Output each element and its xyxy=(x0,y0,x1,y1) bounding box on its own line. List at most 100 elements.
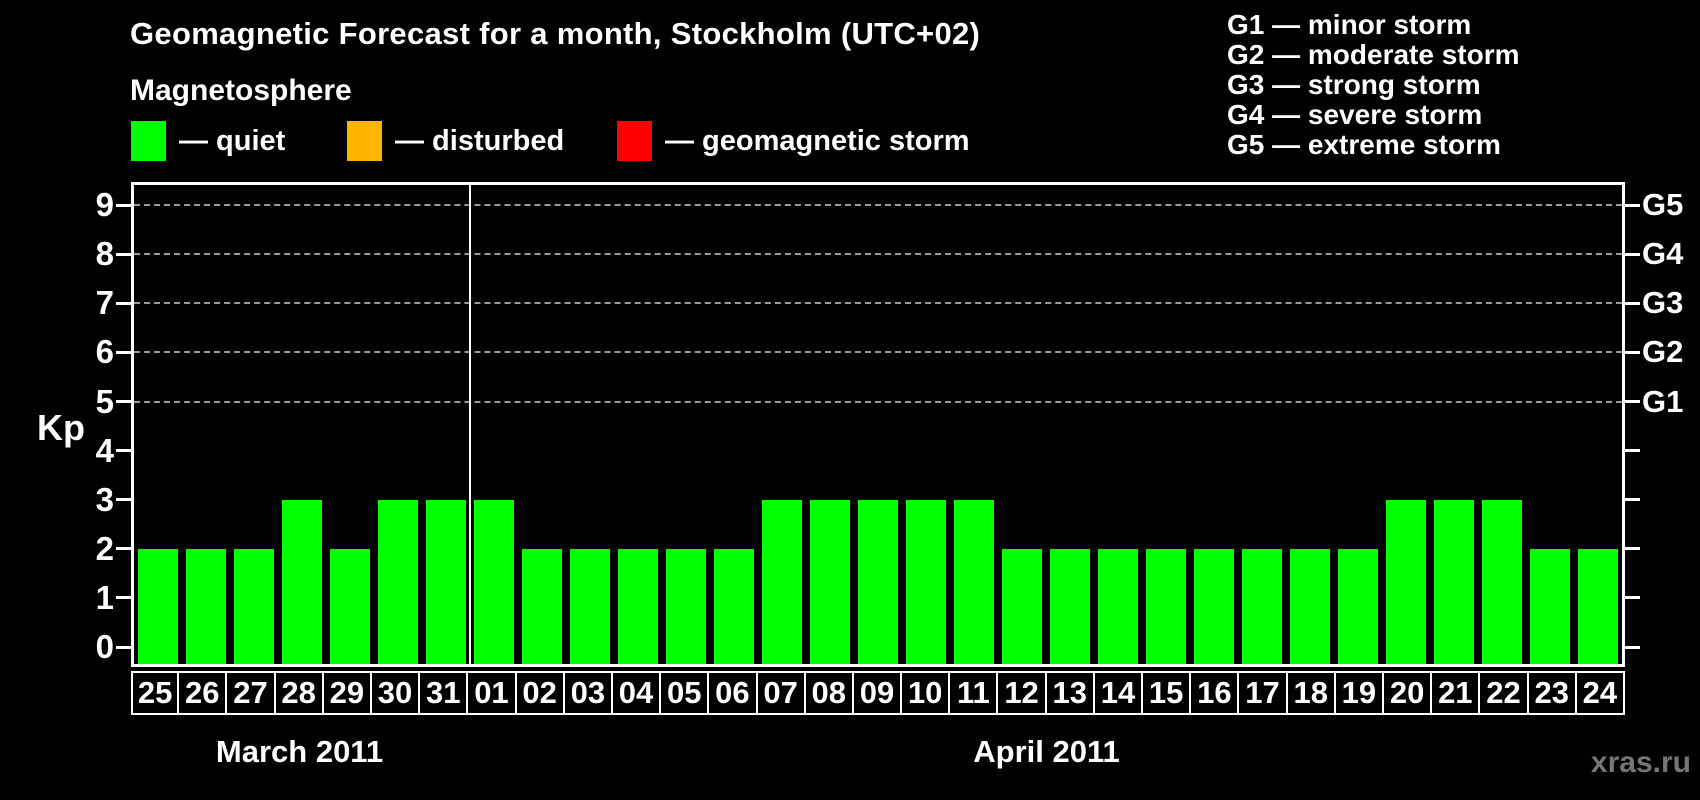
storm-color-swatch xyxy=(617,121,652,161)
day-label: 21 xyxy=(1432,671,1481,715)
watermark: xras.ru xyxy=(1590,746,1691,779)
legend-item-label: — geomagnetic storm xyxy=(665,124,970,157)
day-label: 22 xyxy=(1480,671,1529,715)
day-label: 03 xyxy=(564,671,613,715)
day-label: 13 xyxy=(1046,671,1095,715)
day-label: 09 xyxy=(853,671,903,715)
kp-bar xyxy=(1434,499,1474,664)
day-label: 04 xyxy=(612,671,662,715)
day-label: 30 xyxy=(371,671,421,715)
y-tick-mark xyxy=(116,203,131,207)
gridline-kp9 xyxy=(134,204,1622,207)
kp-bar xyxy=(330,548,370,664)
legend-item-storm: — geomagnetic storm xyxy=(617,121,970,161)
kp-bar xyxy=(954,499,994,664)
kp-bar xyxy=(570,548,610,664)
gridline-kp7 xyxy=(134,302,1622,305)
day-axis-row: 25 26 27 28 29 30 31 01 02 03 04 05 06 07 08 09 10 11 12 13… xyxy=(131,671,1625,715)
day-label: 06 xyxy=(709,671,758,715)
g-level-label: G3 xyxy=(1642,285,1684,321)
kp-bar xyxy=(714,548,754,664)
day-label: 07 xyxy=(757,671,806,715)
g-level-label: G4 xyxy=(1642,236,1684,272)
right-tick-mark xyxy=(1625,203,1640,207)
g-scale-legend-item: G3 — strong storm xyxy=(1227,69,1481,100)
day-label: 28 xyxy=(275,671,324,715)
month-separator-line xyxy=(469,185,471,664)
kp-bar xyxy=(858,499,898,664)
kp-bar xyxy=(618,548,658,664)
kp-bar xyxy=(378,499,418,664)
right-tick-mark xyxy=(1625,645,1640,649)
right-tick-mark xyxy=(1625,301,1640,305)
day-label: 29 xyxy=(323,671,372,715)
day-label: 27 xyxy=(227,671,276,715)
kp-bar xyxy=(426,499,466,664)
y-tick-label: 2 xyxy=(95,529,114,567)
g-level-label: G2 xyxy=(1642,334,1684,370)
y-tick-mark xyxy=(116,449,131,453)
day-label: 25 xyxy=(131,671,180,715)
g-scale-legend-item: G1 — minor storm xyxy=(1227,9,1472,40)
day-label: 24 xyxy=(1576,671,1625,715)
day-label: 05 xyxy=(661,671,710,715)
kp-bar xyxy=(1194,548,1234,664)
day-label: 20 xyxy=(1384,671,1433,715)
y-tick-mark xyxy=(116,400,131,403)
right-tick-mark xyxy=(1625,400,1640,403)
day-label: 15 xyxy=(1143,671,1192,715)
kp-bar xyxy=(522,548,562,664)
day-label: 02 xyxy=(516,671,565,715)
g-scale-legend-item: G2 — moderate storm xyxy=(1227,39,1520,70)
gridline-kp8 xyxy=(134,253,1622,256)
day-label: 16 xyxy=(1191,671,1240,715)
kp-bar xyxy=(234,548,274,664)
day-label: 23 xyxy=(1528,671,1577,715)
day-label: 26 xyxy=(179,671,228,715)
kp-bar xyxy=(1050,548,1090,664)
right-tick-mark xyxy=(1625,449,1640,453)
g-level-label: G5 xyxy=(1642,187,1684,223)
kp-bar xyxy=(1386,499,1426,664)
g-scale-legend: G1 — minor storm G2 — moderate storm G3 — … xyxy=(1227,10,1520,160)
kp-bar xyxy=(186,548,226,664)
right-tick-mark xyxy=(1625,547,1640,551)
plot-area xyxy=(131,182,1625,667)
legend-item-disturbed: — disturbed xyxy=(347,121,564,161)
day-label: 31 xyxy=(420,671,469,715)
day-label: 18 xyxy=(1287,671,1336,715)
kp-bar xyxy=(1338,548,1378,664)
y-axis-title: Kp xyxy=(37,407,85,448)
g-scale-legend-item: G5 — extreme storm xyxy=(1227,129,1501,160)
kp-bar xyxy=(666,548,706,664)
day-label: 08 xyxy=(805,671,854,715)
right-tick-mark xyxy=(1625,350,1640,354)
kp-bar xyxy=(282,499,322,664)
day-label: 17 xyxy=(1239,671,1288,715)
legend-heading: Magnetosphere xyxy=(130,74,352,107)
y-tick-mark xyxy=(116,596,131,600)
y-tick-label: 7 xyxy=(95,284,114,322)
y-tick-mark xyxy=(116,645,131,649)
right-tick-mark xyxy=(1625,252,1640,256)
y-tick-label: 0 xyxy=(95,628,114,665)
kp-bar xyxy=(810,499,850,664)
day-label: 11 xyxy=(950,671,999,715)
chart-title: Geomagnetic Forecast for a month, Stockh… xyxy=(130,16,981,51)
quiet-color-swatch xyxy=(131,121,166,161)
y-tick-label: 6 xyxy=(95,333,114,371)
y-tick-label: 3 xyxy=(95,480,114,518)
y-tick-mark xyxy=(116,301,131,305)
kp-bar xyxy=(1482,499,1522,664)
day-label: 10 xyxy=(902,671,951,715)
legend-item-quiet: — quiet xyxy=(131,121,285,161)
y-tick-label: 9 xyxy=(95,186,114,224)
day-label: 12 xyxy=(998,671,1047,715)
kp-bar xyxy=(1242,548,1282,664)
day-label: 14 xyxy=(1094,671,1144,715)
kp-bar xyxy=(1002,548,1042,664)
day-label: 19 xyxy=(1335,671,1385,715)
y-tick-label: 4 xyxy=(95,431,114,469)
y-tick-mark xyxy=(116,350,131,354)
kp-bar xyxy=(138,548,178,664)
